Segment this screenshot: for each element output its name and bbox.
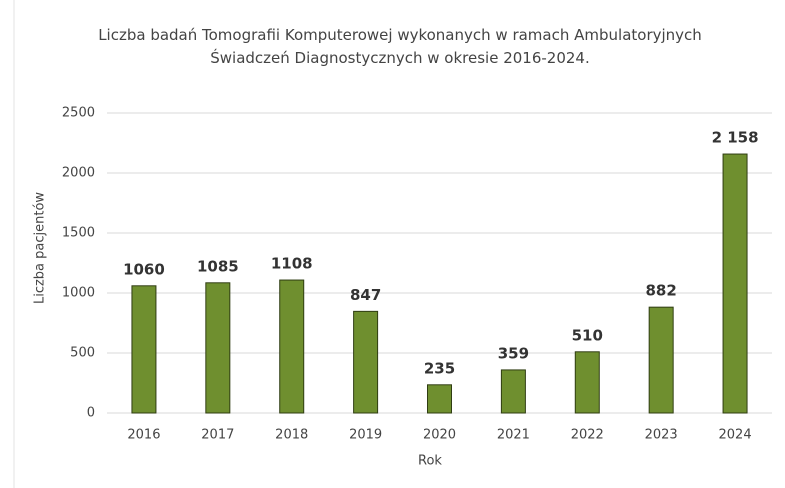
bar (500, 369, 526, 414)
bar (722, 153, 748, 414)
x-tick-label: 2024 (719, 428, 752, 443)
x-tick-label: 2016 (127, 428, 160, 443)
x-tick-label: 2023 (645, 428, 678, 443)
y-tick-label: 2000 (62, 166, 95, 181)
bar (427, 384, 452, 414)
value-label: 2 158 (712, 129, 759, 147)
x-tick-label: 2022 (571, 428, 604, 443)
bar (648, 306, 674, 414)
y-tick-label: 1500 (62, 226, 95, 241)
value-label: 1060 (123, 260, 165, 278)
chart-title: Liczba badań Tomografii Komputerowej wyk… (98, 26, 702, 67)
value-label: 882 (646, 282, 677, 300)
value-label: 1108 (271, 255, 313, 273)
value-label: 359 (498, 344, 529, 362)
value-label: 235 (424, 359, 455, 377)
bar (131, 285, 157, 414)
value-label: 1085 (197, 257, 239, 275)
y-axis-label: Liczba pacjentów (33, 192, 48, 304)
bar (205, 282, 231, 414)
y-tick-label: 2500 (62, 106, 95, 121)
bar (574, 351, 600, 414)
y-tick-label: 0 (87, 406, 95, 421)
x-tick-label: 2020 (423, 428, 456, 443)
bar (279, 279, 305, 414)
bar (353, 310, 379, 414)
value-label: 847 (350, 286, 381, 304)
x-axis-label: Rok (418, 454, 442, 469)
value-label: 510 (572, 326, 603, 344)
x-tick-label: 2018 (275, 428, 308, 443)
x-tick-label: 2021 (497, 428, 530, 443)
y-tick-label: 500 (70, 346, 95, 361)
y-tick-label: 1000 (62, 286, 95, 301)
x-tick-label: 2019 (349, 428, 382, 443)
x-tick-label: 2017 (201, 428, 234, 443)
